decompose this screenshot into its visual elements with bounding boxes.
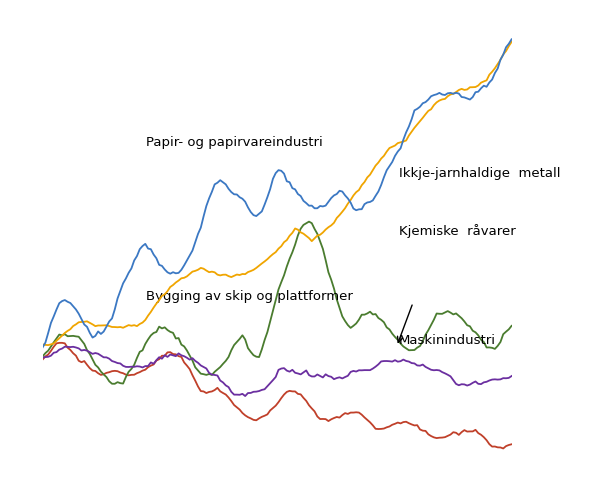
Text: Papir- og papirvareindustri: Papir- og papirvareindustri <box>146 136 323 149</box>
Text: Kjemiske  råvarer: Kjemiske råvarer <box>399 224 516 237</box>
Text: Ikkje-jarnhaldige  metall: Ikkje-jarnhaldige metall <box>399 167 560 180</box>
Text: Maskinindustri: Maskinindustri <box>399 334 496 346</box>
Text: Bygging av skip og plattformer: Bygging av skip og plattformer <box>146 290 353 303</box>
